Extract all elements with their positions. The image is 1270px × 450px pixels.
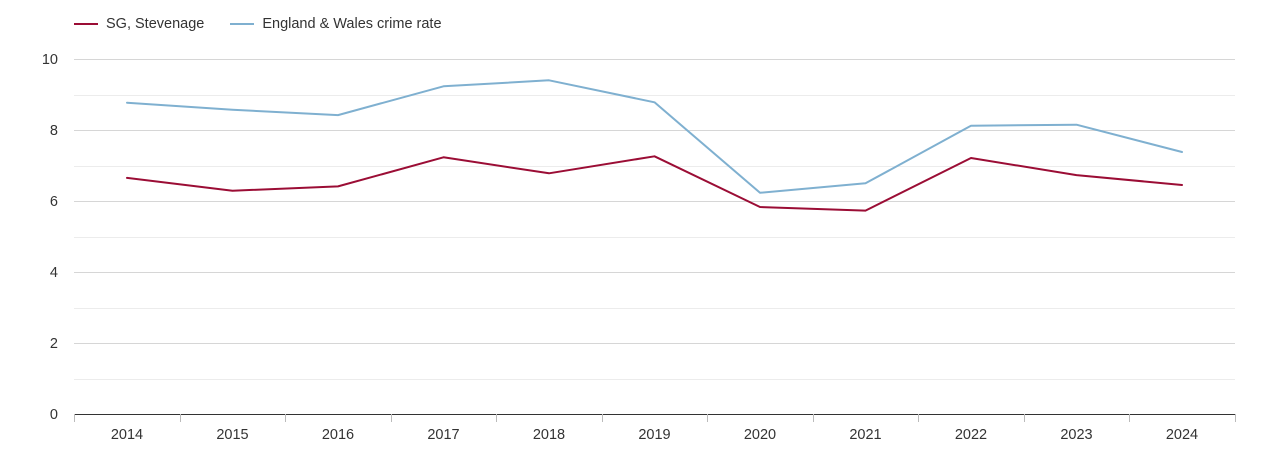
- y-tick-label: 8: [50, 123, 58, 139]
- series-2-point[interactable]: [967, 122, 975, 130]
- x-tick-label: 2018: [533, 427, 565, 443]
- series-lines: [123, 76, 1186, 215]
- series-2-point[interactable]: [545, 76, 553, 84]
- y-tick-label: 0: [50, 407, 58, 423]
- y-tick-label: 2: [50, 336, 58, 352]
- x-tick-label: 2021: [849, 427, 881, 443]
- series-1-point[interactable]: [651, 152, 659, 160]
- grid-lines: [74, 59, 1235, 380]
- x-tick-label: 2023: [1060, 427, 1092, 443]
- series-2-point[interactable]: [229, 106, 237, 114]
- legend-label-series-2: England & Wales crime rate: [262, 16, 442, 32]
- x-tick-label: 2017: [427, 427, 459, 443]
- series-1-point[interactable]: [334, 182, 342, 190]
- series-2-point[interactable]: [334, 111, 342, 119]
- series-1-point[interactable]: [756, 203, 764, 211]
- series-1-point[interactable]: [862, 207, 870, 215]
- series-2-point[interactable]: [440, 82, 448, 90]
- x-tick-label: 2024: [1166, 427, 1198, 443]
- series-1-point[interactable]: [1073, 171, 1081, 179]
- x-tick-label: 2015: [216, 427, 248, 443]
- series-line-2[interactable]: [126, 79, 1183, 194]
- series-2-point[interactable]: [123, 99, 131, 107]
- x-tick-label: 2020: [744, 427, 776, 443]
- axes: 0 2 4 6 8 10 2014 2015 2016 2017 2018 2019 2020 2021 2…: [42, 52, 1236, 443]
- x-tick-label: 2014: [111, 427, 143, 443]
- legend-label-series-1: SG, Stevenage: [106, 16, 205, 32]
- series-1-point[interactable]: [1178, 181, 1186, 189]
- series-1-point[interactable]: [967, 154, 975, 162]
- series-1-point[interactable]: [440, 153, 448, 161]
- series-2-point[interactable]: [1073, 121, 1081, 129]
- series-line-1[interactable]: [126, 155, 1183, 212]
- series-1-point[interactable]: [229, 187, 237, 195]
- series-2-point[interactable]: [651, 98, 659, 106]
- series-2-point[interactable]: [756, 189, 764, 197]
- legend-swatch-series-1: [74, 23, 98, 25]
- x-tick-label: 2022: [955, 427, 987, 443]
- series-2-point[interactable]: [1178, 148, 1186, 156]
- y-tick-label: 6: [50, 194, 58, 210]
- y-tick-label: 4: [50, 265, 58, 281]
- chart-legend: SG, Stevenage England & Wales crime rate: [74, 16, 468, 32]
- series-1-point[interactable]: [545, 169, 553, 177]
- legend-item-series-2[interactable]: England & Wales crime rate: [230, 16, 442, 32]
- legend-swatch-series-2: [230, 23, 255, 25]
- x-tick-label: 2019: [638, 427, 670, 443]
- y-tick-label: 10: [42, 52, 58, 68]
- series-2-point[interactable]: [862, 179, 870, 187]
- series-1-point[interactable]: [123, 174, 131, 182]
- x-tick-label: 2016: [322, 427, 354, 443]
- legend-item-series-1[interactable]: SG, Stevenage: [74, 16, 204, 32]
